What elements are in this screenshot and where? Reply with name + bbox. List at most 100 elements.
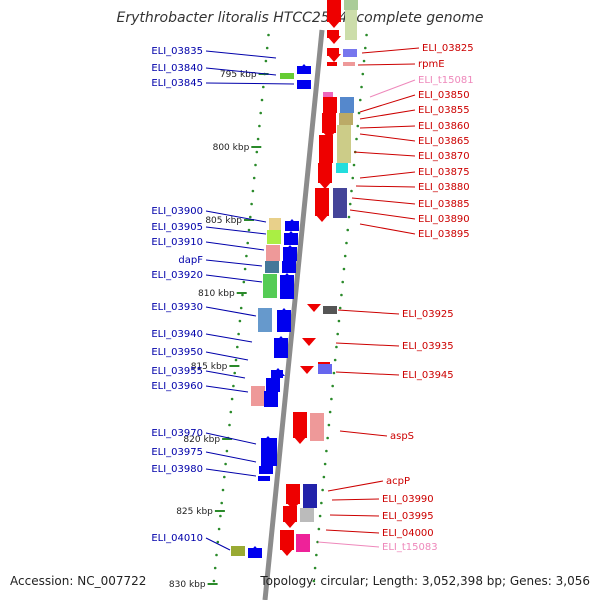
outer-left-tick-arc-dot [247, 228, 251, 232]
outer-left-tick-arc-dot [217, 527, 221, 531]
gene-label-left: ELI_03900 [151, 206, 203, 217]
forward-gene-block [261, 438, 277, 466]
forward-gene-block [258, 308, 272, 332]
right-leader-line [339, 430, 388, 437]
forward-gene-arrow [277, 308, 291, 316]
gene-label-right: ELI_03945 [402, 370, 454, 381]
scale-label: 795 kbp [220, 70, 257, 80]
scale-label: 820 kbp [183, 435, 220, 445]
outer-right-tick-arc-dot [320, 501, 323, 505]
outer-left-tick-arc-dot [215, 553, 218, 557]
right-leader-line [351, 197, 416, 205]
left-leader-line [205, 333, 253, 343]
gene-label-left: ELI_03930 [151, 302, 203, 313]
reverse-gene-arrow [300, 366, 314, 374]
outer-left-tick-arc-dot [213, 566, 217, 570]
right-leader-line [359, 125, 416, 129]
gene-label-left: ELI_03910 [151, 237, 203, 248]
forward-gene-arrow [261, 436, 275, 444]
right-leader-line [327, 480, 384, 492]
gene-label-right: ELI_03995 [382, 511, 434, 522]
outer-right-tick-arc-dot [336, 332, 339, 336]
outer-left-tick-arc-dot [223, 475, 226, 479]
reverse-gene-arrow [322, 131, 336, 139]
outer-left-tick-arc-dot [224, 462, 227, 466]
gene-label-right: ELI_03855 [418, 105, 470, 116]
right-leader-line [369, 79, 416, 98]
outer-right-tick-arc-dot [313, 566, 317, 570]
outer-right-tick-arc-dot [360, 85, 363, 89]
left-leader-line [205, 274, 263, 283]
outer-left-tick-arc-dot [246, 241, 249, 245]
right-leader-line [335, 371, 400, 376]
reverse-gene-block [343, 62, 355, 66]
reverse-gene-arrow [280, 548, 294, 556]
right-leader-line [329, 514, 380, 517]
trna-label-right: ELI_t15083 [382, 542, 438, 553]
outer-left-tick-arc-dot [260, 98, 264, 102]
outer-right-tick-arc-dot [341, 280, 345, 284]
outer-left-tick-arc-dot [233, 371, 236, 375]
forward-gene-arrow [297, 64, 311, 72]
left-leader-line [205, 210, 267, 223]
forward-gene-block [280, 73, 294, 79]
left-leader-line [205, 451, 257, 463]
outer-left-tick-arc-dot [243, 267, 247, 271]
outer-right-tick-arc-dot [317, 527, 321, 531]
outer-right-tick-arc-dot [338, 306, 342, 310]
outer-right-tick-arc-dot [357, 111, 361, 115]
outer-left-tick-arc-dot [262, 85, 265, 89]
forward-gene-arrow [248, 546, 262, 554]
outer-right-tick-arc-dot [331, 384, 334, 388]
forward-gene-block [266, 378, 280, 392]
outer-left-tick-arc-dot [238, 319, 242, 323]
outer-right-tick-arc-dot [337, 319, 341, 323]
gene-label-right: ELI_03860 [418, 121, 470, 132]
outer-left-tick-arc-dot [241, 293, 244, 297]
reverse-gene-block [319, 135, 333, 163]
gene-label-right: ELI_03990 [382, 494, 434, 505]
gene-label-right: ELI_03865 [418, 136, 470, 147]
right-leader-line [335, 342, 400, 347]
outer-right-tick-arc-dot [346, 228, 350, 232]
scale-label: 830 kbp [169, 580, 206, 590]
reverse-gene-block [323, 306, 337, 314]
forward-gene-arrow [264, 389, 278, 397]
gene-label-right: ELI_03895 [418, 229, 470, 240]
reverse-gene-block [293, 412, 307, 438]
left-leader-line [205, 241, 265, 251]
left-leader-line [205, 82, 295, 85]
outer-right-tick-arc-dot [315, 553, 318, 557]
trna-label-right: ELI_t15081 [418, 75, 474, 86]
gene-label-right: ELI_03880 [418, 182, 470, 193]
right-leader-line [359, 94, 416, 113]
reverse-gene-arrow [293, 436, 307, 444]
right-leader-line [359, 133, 416, 142]
reverse-gene-arrow [318, 181, 332, 189]
reverse-gene-arrow [327, 20, 341, 28]
reverse-gene-block [323, 92, 333, 98]
forward-gene-arrow [274, 336, 288, 344]
gene-label-right: ELI_03825 [422, 43, 474, 54]
scale-label: 805 kbp [205, 216, 242, 226]
forward-gene-arrow [283, 245, 297, 253]
gene-label-right: aspS [390, 431, 414, 442]
right-leader-line [331, 498, 380, 501]
reverse-gene-block [333, 188, 347, 218]
reverse-gene-block [344, 0, 358, 10]
accession-label: Accession: NC_007722 [10, 574, 147, 588]
outer-right-tick-arc-dot [330, 397, 333, 401]
outer-left-tick-arc-dot [245, 254, 248, 258]
left-leader-line [205, 67, 277, 76]
left-leader-line [205, 351, 249, 361]
reverse-gene-block [310, 413, 324, 441]
left-leader-line [205, 370, 246, 379]
outer-right-tick-arc-dot [347, 215, 351, 219]
right-leader-line [359, 109, 416, 120]
outer-right-tick-arc-dot [328, 410, 332, 414]
outer-left-tick-arc-dot [237, 332, 240, 336]
outer-left-tick-arc-dot [250, 202, 253, 206]
gene-label-left: ELI_03975 [151, 447, 203, 458]
outer-right-tick-arc-dot [325, 449, 328, 453]
